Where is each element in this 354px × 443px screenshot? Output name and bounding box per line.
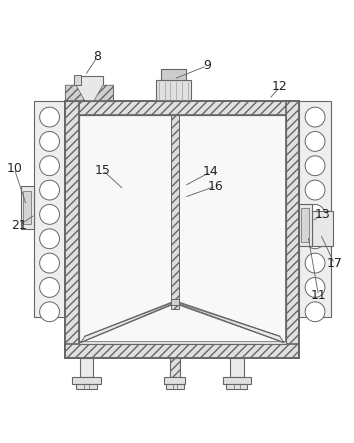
Text: 16: 16 — [208, 179, 224, 193]
Circle shape — [305, 107, 325, 127]
Bar — [65, 101, 79, 358]
Text: 17: 17 — [327, 257, 342, 271]
Circle shape — [305, 253, 325, 273]
Bar — [65, 101, 299, 115]
Bar — [301, 208, 309, 242]
Text: 8: 8 — [93, 51, 101, 63]
Polygon shape — [65, 76, 113, 101]
Circle shape — [305, 205, 325, 224]
Circle shape — [305, 229, 325, 249]
Bar — [79, 115, 286, 344]
Circle shape — [40, 277, 59, 297]
Circle shape — [40, 229, 59, 249]
Bar — [79, 115, 286, 344]
Bar — [21, 186, 34, 229]
Bar — [223, 377, 251, 384]
Bar — [171, 299, 179, 305]
Circle shape — [40, 253, 59, 273]
Circle shape — [305, 277, 325, 297]
Bar — [230, 358, 244, 377]
Bar — [80, 358, 93, 377]
Bar — [166, 384, 184, 389]
Polygon shape — [65, 85, 85, 101]
Bar — [161, 69, 186, 80]
Bar — [65, 344, 299, 358]
Bar — [299, 204, 312, 246]
Bar — [72, 377, 101, 384]
Bar — [170, 358, 180, 377]
Bar — [23, 190, 31, 224]
Polygon shape — [81, 302, 284, 342]
Bar — [226, 384, 247, 389]
Text: 9: 9 — [203, 59, 211, 72]
Circle shape — [305, 156, 325, 176]
Bar — [65, 101, 299, 358]
Text: 15: 15 — [95, 163, 110, 177]
Bar — [156, 80, 191, 101]
Circle shape — [305, 180, 325, 200]
Bar — [299, 101, 331, 317]
Circle shape — [40, 107, 59, 127]
Bar — [79, 341, 286, 344]
Circle shape — [40, 180, 59, 200]
Text: 12: 12 — [272, 81, 287, 93]
Bar — [312, 211, 333, 246]
Bar — [34, 101, 65, 317]
Polygon shape — [94, 85, 113, 101]
Circle shape — [305, 302, 325, 322]
Bar — [76, 384, 97, 389]
Bar — [74, 75, 81, 85]
Bar — [164, 377, 185, 384]
Circle shape — [40, 302, 59, 322]
Circle shape — [305, 132, 325, 152]
Text: 11: 11 — [311, 289, 326, 302]
Bar — [286, 101, 299, 358]
Text: 21: 21 — [12, 218, 27, 232]
Circle shape — [40, 156, 59, 176]
Text: 13: 13 — [314, 208, 330, 221]
Circle shape — [40, 205, 59, 224]
Bar — [171, 115, 179, 309]
Text: 14: 14 — [203, 165, 218, 179]
Text: 10: 10 — [6, 162, 22, 175]
Circle shape — [40, 132, 59, 152]
